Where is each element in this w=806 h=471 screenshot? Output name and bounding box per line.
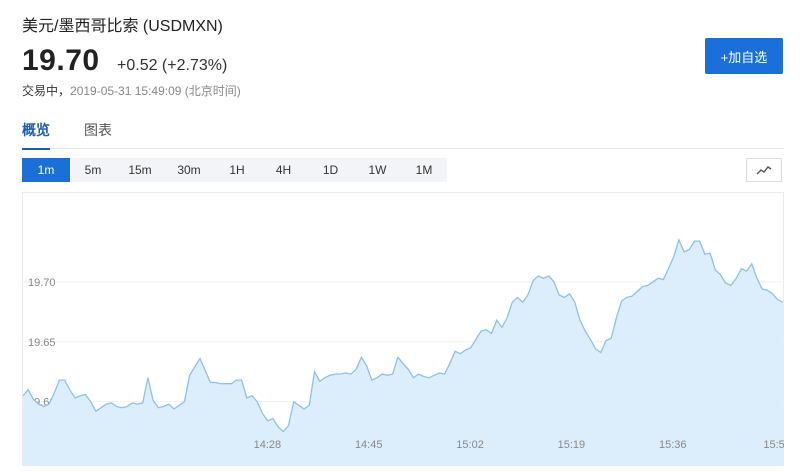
trading-status: 交易中，2019-05-31 15:49:09 (北京时间) [22,82,241,99]
timeframe-5m[interactable]: 5m [84,163,102,177]
x-tick-label: 15:19 [558,439,586,451]
tab-overview[interactable]: 概览 [22,120,50,150]
tab-chart[interactable]: 图表 [84,122,112,138]
x-tick-label: 14:28 [254,439,282,451]
instrument-title: 美元/墨西哥比索 (USDMXN) [22,18,223,35]
timeframe-15m[interactable]: 15m [128,163,152,177]
timeframe-1d[interactable]: 1D [322,163,339,177]
x-tick-label: 15:02 [456,439,484,451]
chart-type-button[interactable] [746,158,782,182]
tab-bar: 概览 图表 [22,118,784,150]
price-change: +0.52 (+2.73%) [117,57,228,74]
timeframe-1mo[interactable]: 1M [415,163,433,177]
timeframe-1m[interactable]: 1m [22,158,70,182]
timeframe-selector: 1m 5m 15m 30m 1H 4H 1D 1W 1M [22,158,447,182]
line-chart-icon [756,166,772,175]
timeframe-30m[interactable]: 30m [177,163,201,177]
price-line [22,238,784,433]
x-tick-label: 15:36 [659,439,687,451]
x-tick-label: 14:45 [355,439,383,451]
timestamp: 2019-05-31 15:49:09 (北京时间) [70,84,241,98]
timeframe-1w[interactable]: 1W [368,163,387,177]
add-to-watchlist-button[interactable]: +加自选 [705,38,783,74]
price-area [23,239,783,466]
status-label: 交易中， [22,84,71,98]
x-tick-label: 15:5 [763,439,784,451]
timeframe-4h[interactable]: 4H [275,163,292,177]
current-price: 19.70 [22,44,100,77]
y-tick-label: 19.70 [28,277,56,289]
price-chart: 19.60 19.65 19.70 14:28 14:45 15:02 15:19 15:36… [22,192,785,466]
y-tick-label: 19.65 [28,337,56,349]
timeframe-1h[interactable]: 1H [229,163,245,177]
